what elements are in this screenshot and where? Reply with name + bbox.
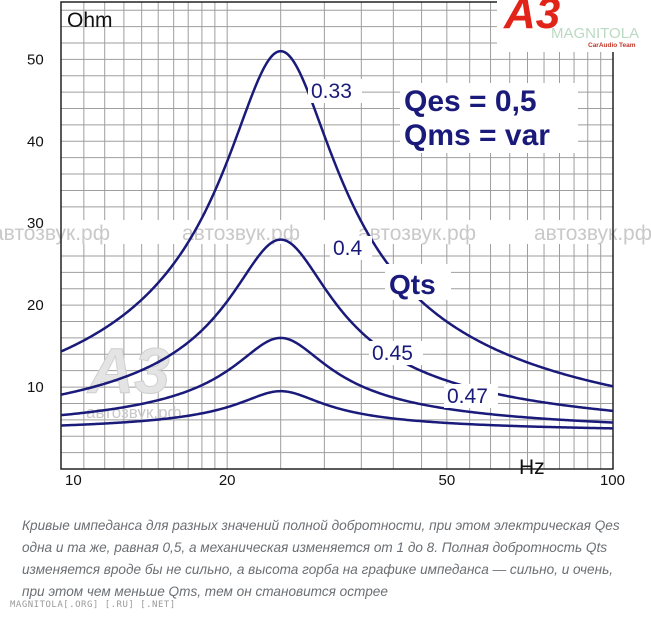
x-tick-label: 20 (219, 472, 236, 489)
watermark-band-bg (0, 220, 651, 244)
watermark-text: автозвук.рф (358, 222, 476, 245)
annotation-qms: Qms = var (404, 119, 550, 152)
curve-label-bg (330, 236, 372, 260)
brand-logo-name: MAGNITOLA (551, 25, 639, 42)
curve-qts-0.47 (60, 389, 614, 430)
legend-title-background (385, 264, 451, 300)
plot-border (60, 1, 614, 470)
watermark-band: автозвук.рф автозвук.рф автозвук.рф автозву… (0, 220, 651, 245)
tick-labels: 10 20 30 40 50 10 20 50 100 (27, 51, 625, 489)
brand-logo-team: CarAudio Team (588, 42, 636, 49)
plot-frame (60, 1, 614, 470)
y-tick-label: 50 (27, 51, 44, 68)
curve-label-bg (369, 341, 423, 365)
annotation-background (400, 83, 578, 153)
watermark-text: автозвук.рф (182, 222, 300, 245)
curve-qts-0.4 (60, 238, 614, 413)
curve-qts-0.45 (60, 336, 614, 424)
watermark-text: автозвук.рф (534, 222, 651, 245)
curves (60, 49, 614, 430)
x-tick-label: 100 (600, 472, 625, 489)
footer-domains: MAGNITOLA[.ORG] [.RU] [.NET] (10, 600, 176, 610)
curve-label-0.47: 0.47 (447, 385, 488, 408)
y-axis-label: Ohm (67, 9, 113, 32)
y-tick-label: 10 (27, 379, 44, 396)
curve-label-0.45: 0.45 (372, 342, 413, 365)
curve-label-0.33: 0.33 (311, 80, 352, 103)
curve-label-bg (444, 384, 498, 408)
y-tick-label: 30 (27, 215, 44, 232)
watermark-text: автозвук.рф (0, 222, 110, 245)
brand-logo: A3 MAGNITOLA CarAudio Team (497, 0, 639, 52)
y-tick-label: 20 (27, 297, 44, 314)
x-tick-label: 10 (65, 472, 82, 489)
brand-logo-mark: A3 (503, 0, 560, 38)
x-axis-label: Hz (519, 456, 545, 479)
curve-label-0.4: 0.4 (333, 237, 363, 260)
y-tick-label: 40 (27, 133, 44, 150)
curve-labels: 0.33 0.4 0.45 0.47 (308, 79, 498, 408)
legend-title-qts: Qts (389, 269, 436, 300)
figure-caption: Кривые импеданса для разных значений пол… (22, 518, 620, 599)
curve-label-bg (308, 79, 362, 103)
annotation-qes: Qes = 0,5 (404, 85, 537, 118)
x-tick-label: 50 (438, 472, 455, 489)
impedance-chart: автозвук.рф автозвук.рф автозвук.рф автозву… (0, 0, 651, 489)
watermark-logo-site: автозвук.рф (86, 403, 182, 422)
curve-qts-0.33 (60, 49, 614, 388)
watermark-logo-a3: A3 автозвук.рф (86, 335, 182, 423)
svg-text:A3: A3 (86, 335, 170, 407)
